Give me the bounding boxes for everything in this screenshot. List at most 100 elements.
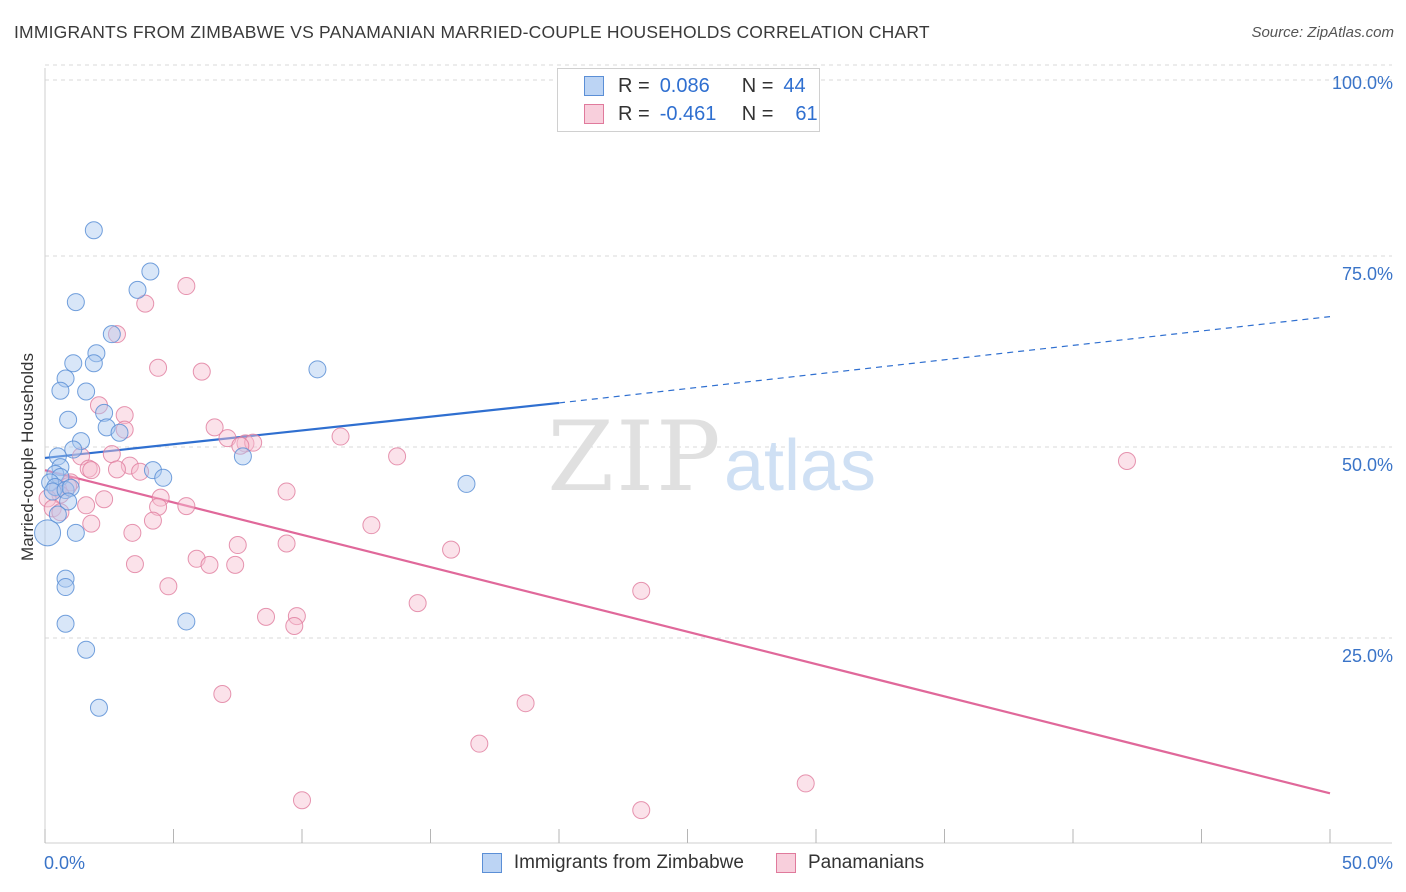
- legend-n-label: N =: [741, 102, 774, 125]
- point-panamanian: [257, 607, 276, 626]
- point-panamanian: [231, 436, 250, 455]
- point-panamanian: [95, 490, 114, 509]
- point-panamanian: [177, 497, 196, 516]
- point-panamanian: [796, 774, 815, 793]
- point-zimbabwe: [77, 382, 96, 401]
- point-zimbabwe: [46, 464, 65, 483]
- legend-label-panamanians: Panamanians: [807, 852, 925, 873]
- point-panamanian: [1117, 452, 1136, 470]
- point-panamanian: [123, 523, 142, 542]
- point-zimbabwe: [64, 354, 83, 373]
- point-panamanian: [228, 536, 247, 555]
- legend-n-value: 44: [783, 74, 806, 97]
- legend-label-zimbabwe: Immigrants from Zimbabwe: [513, 852, 744, 873]
- point-panamanian: [192, 362, 211, 381]
- y-tick-label: 75.0%: [1342, 264, 1393, 284]
- data-points: [34, 221, 1136, 820]
- point-zimbabwe: [66, 523, 85, 542]
- point-panamanian: [277, 534, 296, 553]
- watermark-zip: ZIP: [547, 401, 722, 513]
- point-panamanian: [143, 511, 162, 530]
- point-panamanian: [213, 685, 232, 704]
- point-zimbabwe: [48, 505, 67, 524]
- trend-line-zimbabwe-extension: [558, 316, 1331, 404]
- legend-r-label: R =: [618, 102, 650, 125]
- point-panamanian: [632, 801, 651, 820]
- axes: [44, 68, 1392, 844]
- point-panamanian: [102, 445, 121, 464]
- point-panamanian: [51, 503, 70, 522]
- point-panamanian: [408, 594, 427, 613]
- point-panamanian: [131, 462, 150, 481]
- point-panamanian: [149, 497, 168, 516]
- point-panamanian: [82, 461, 101, 480]
- source-label: Source: ZipAtlas.com: [1251, 24, 1394, 41]
- legend-r-value: 0.086: [659, 74, 710, 97]
- point-zimbabwe: [64, 440, 83, 459]
- watermark: ZIP atlas: [547, 401, 876, 513]
- point-zimbabwe: [77, 640, 96, 659]
- legend-swatch-blue: [481, 853, 502, 873]
- point-zimbabwe: [43, 482, 62, 501]
- point-panamanian: [277, 482, 296, 501]
- point-zimbabwe: [34, 519, 62, 547]
- point-zimbabwe: [95, 403, 114, 422]
- point-panamanian: [331, 427, 350, 446]
- point-zimbabwe: [59, 410, 78, 429]
- point-zimbabwe: [56, 578, 75, 597]
- chart-title: IMMIGRANTS FROM ZIMBABWE VS PANAMANIAN M…: [14, 22, 930, 42]
- legend-swatch-blue: [584, 76, 604, 96]
- point-panamanian: [470, 734, 489, 753]
- point-panamanian: [285, 617, 304, 636]
- legend-item-panamanians[interactable]: Panamanians: [775, 852, 925, 874]
- point-zimbabwe: [89, 698, 108, 717]
- point-zimbabwe: [48, 447, 67, 466]
- correlation-legend: R = 0.086 N = 44 R = -0.461 N = 61: [557, 68, 820, 132]
- x-tick-label: 0.0%: [44, 853, 85, 873]
- legend-r-label: R =: [618, 74, 650, 97]
- point-zimbabwe: [51, 381, 70, 400]
- series-legend: Immigrants from Zimbabwe Panamanians: [0, 852, 1406, 874]
- point-panamanian: [293, 791, 311, 810]
- point-panamanian: [516, 694, 535, 713]
- point-zimbabwe: [61, 478, 80, 497]
- legend-row-panamanian: R = -0.461 N = 61: [584, 102, 818, 126]
- trend-line-zimbabwe: [44, 401, 560, 460]
- point-panamanian: [136, 294, 155, 313]
- point-panamanian: [107, 325, 126, 344]
- point-panamanian: [115, 406, 134, 425]
- point-panamanian: [442, 540, 461, 559]
- point-zimbabwe: [457, 474, 476, 493]
- y-tick-label: 50.0%: [1342, 455, 1393, 475]
- point-zimbabwe: [56, 614, 75, 633]
- y-tick-label: 100.0%: [1332, 73, 1393, 93]
- point-zimbabwe: [66, 293, 85, 312]
- point-panamanian: [632, 581, 651, 600]
- legend-r-value: -0.461: [659, 102, 717, 125]
- point-panamanian: [115, 420, 134, 439]
- watermark-atlas: atlas: [724, 426, 876, 506]
- legend-item-zimbabwe[interactable]: Immigrants from Zimbabwe: [481, 852, 744, 874]
- point-panamanian: [125, 555, 144, 574]
- y-tick-label: 25.0%: [1342, 646, 1393, 666]
- grid-lines: [45, 64, 1392, 639]
- point-panamanian: [200, 555, 219, 574]
- tick-labels: 100.0% 75.0% 50.0% 25.0% 0.0% 50.0%: [44, 73, 1393, 873]
- legend-row-zimbabwe: R = 0.086 N = 44: [584, 74, 806, 98]
- point-zimbabwe: [154, 468, 173, 487]
- point-zimbabwe: [84, 354, 103, 373]
- x-tick-label: 50.0%: [1342, 853, 1393, 873]
- point-zimbabwe: [110, 423, 129, 442]
- point-panamanian: [77, 496, 96, 515]
- legend-n-value: 61: [795, 102, 818, 125]
- point-zimbabwe: [128, 280, 147, 299]
- point-panamanian: [388, 447, 407, 466]
- point-zimbabwe: [102, 325, 121, 344]
- point-panamanian: [82, 514, 101, 533]
- point-zimbabwe: [308, 360, 327, 379]
- point-zimbabwe: [233, 447, 252, 466]
- point-zimbabwe: [84, 221, 103, 240]
- point-panamanian: [226, 555, 245, 574]
- point-zimbabwe: [59, 492, 78, 511]
